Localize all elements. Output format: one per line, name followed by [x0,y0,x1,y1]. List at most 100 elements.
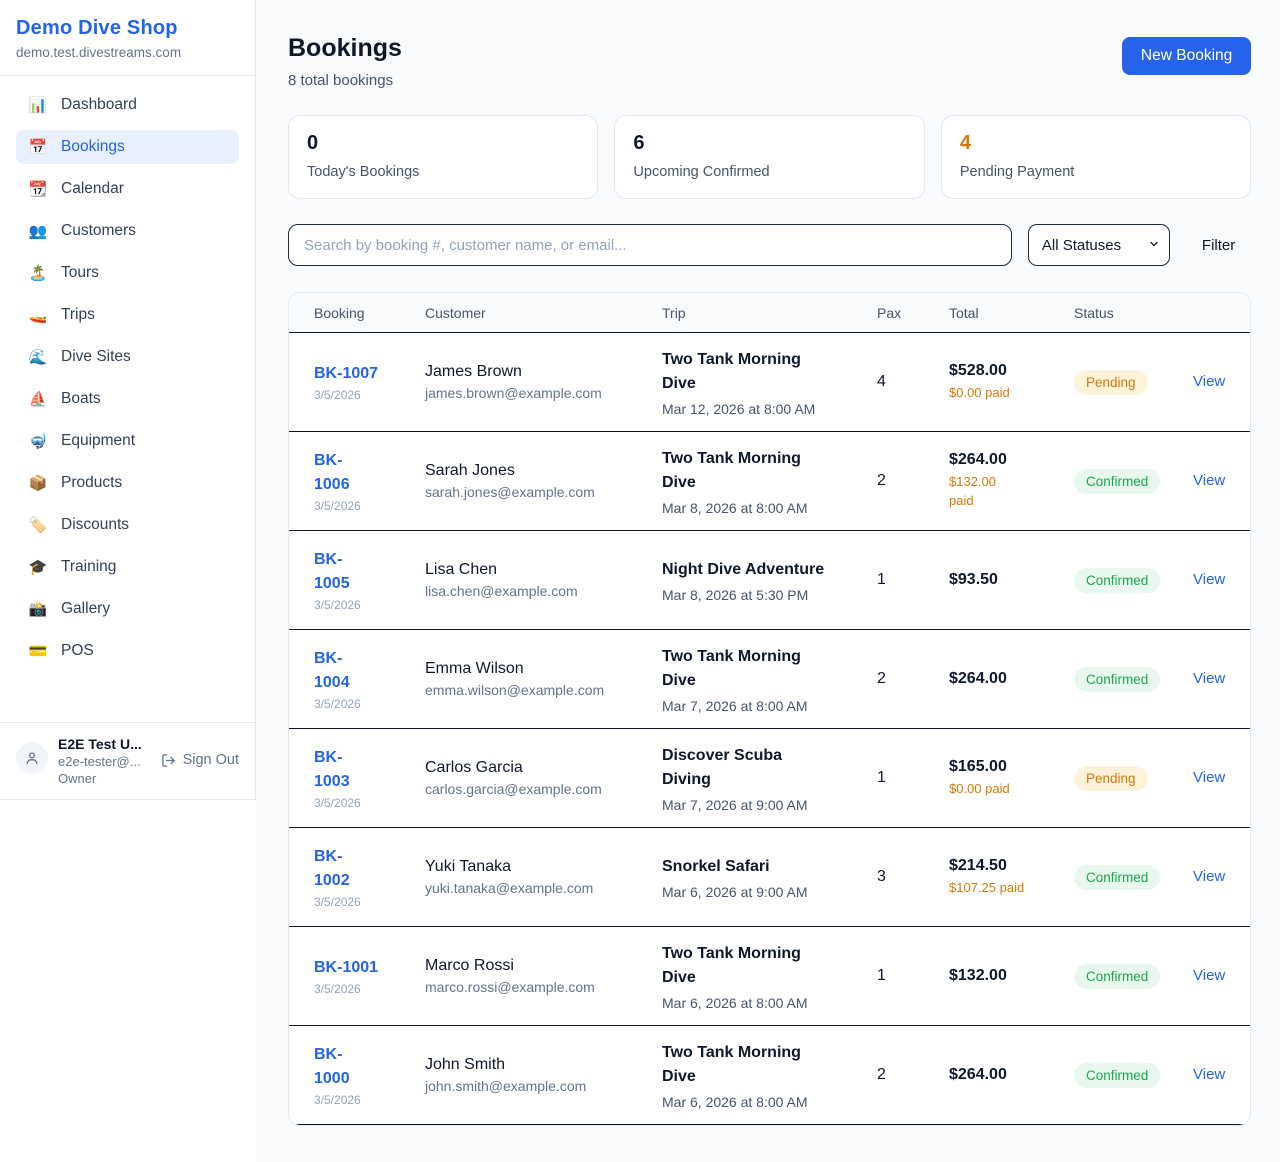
status-badge: Confirmed [1074,666,1161,692]
total-cell: $264.00 [949,670,1074,688]
total-cell: $132.00 [949,967,1074,985]
sidebar-item[interactable]: ⛵ Boats [16,382,239,416]
nav-icon: 🏝️ [28,264,48,282]
status-cell: Pending [1074,369,1193,395]
status-cell: Confirmed [1074,1062,1193,1088]
status-cell: Confirmed [1074,468,1193,494]
booking-date: 3/5/2026 [314,696,361,711]
actions-cell: View [1193,571,1225,589]
table-row: BK- 1005 3/5/2026 Lisa Chen lisa.chen@ex… [289,531,1251,630]
booking-id-link[interactable]: BK- 1006 [314,452,350,493]
status-cell: Confirmed [1074,567,1193,593]
sidebar-item[interactable]: 💳 POS [16,634,239,668]
sidebar-item[interactable]: 📅 Bookings [16,130,239,164]
customer-cell: John Smith john.smith@example.com [425,1056,662,1094]
total-amount: $528.00 [949,361,1007,379]
booking-id-link[interactable]: BK- 1002 [314,848,350,889]
booking-id-link[interactable]: BK- 1004 [314,650,350,691]
sidebar-item[interactable]: 📸 Gallery [16,592,239,626]
sidebar-item[interactable]: 🚤 Trips [16,298,239,332]
booking-date: 3/5/2026 [314,982,361,997]
trip-datetime: Mar 8, 2026 at 5:30 PM [662,586,809,603]
view-link[interactable]: View [1193,1066,1226,1083]
booking-id-link[interactable]: BK-1007 [314,364,379,382]
customer-name: James Brown [425,363,522,380]
total-cell: $214.50 $107.25 paid [949,857,1074,898]
search-input[interactable] [288,224,1012,266]
stat-cards: 0 Today's Bookings 6 Upcoming Confirmed … [288,115,1252,199]
customer-email: yuki.tanaka@example.com [425,880,594,896]
nav-icon: 🏷️ [28,516,48,534]
customer-name: Sarah Jones [425,462,515,479]
sidebar-item-label: POS [61,642,94,659]
view-link[interactable]: View [1193,670,1226,687]
status-badge: Confirmed [1074,1062,1161,1088]
nav-icon: 📸 [28,600,48,618]
booking-date: 3/5/2026 [314,388,361,403]
booking-cell: BK- 1005 3/5/2026 [314,548,425,611]
table-row: BK- 1002 3/5/2026 Yuki Tanaka yuki.tanak… [289,828,1251,927]
sidebar-item[interactable]: 🏝️ Tours [16,256,239,290]
trip-name: Two Tank Morning Dive [662,449,801,491]
nav-icon: 📅 [28,138,48,156]
sidebar-item[interactable]: 🤿 Equipment [16,424,239,458]
filter-button[interactable]: Filter [1201,236,1236,254]
trip-name: Two Tank Morning Dive [662,350,801,392]
table-header-row: Booking Customer Trip Pax Total Status [289,293,1251,333]
sidebar-item-label: Training [61,558,117,575]
customer-email: lisa.chen@example.com [425,583,578,599]
table-row: BK- 1004 3/5/2026 Emma Wilson emma.wilso… [289,630,1251,729]
sidebar-item[interactable]: 📆 Calendar [16,172,239,206]
trip-datetime: Mar 7, 2026 at 8:00 AM [662,697,808,714]
total-bookings-count: 8 total bookings [288,72,394,89]
total-cell: $264.00 [949,1066,1074,1084]
column-header-pax: Pax [877,304,902,321]
status-filter-select[interactable]: All Statuses [1027,224,1170,266]
total-amount: $264.00 [949,670,1007,687]
view-link[interactable]: View [1193,868,1226,885]
booking-id-link[interactable]: BK- 1003 [314,749,350,790]
status-cell: Pending [1074,765,1193,791]
nav-icon: ⛵ [28,390,48,408]
table-row: BK- 1000 3/5/2026 John Smith john.smith@… [289,1026,1251,1125]
sidebar-item-label: Dive Sites [61,348,131,365]
view-link[interactable]: View [1193,769,1226,786]
nav-icon: 🎓 [28,558,48,576]
pax-value: 1 [877,769,886,786]
trip-datetime: Mar 12, 2026 at 8:00 AM [662,400,816,417]
trip-datetime: Mar 6, 2026 at 8:00 AM [662,994,808,1011]
sidebar-item[interactable]: 📊 Dashboard [16,88,239,122]
table-row: BK-1001 3/5/2026 Marco Rossi marco.rossi… [289,927,1251,1026]
trip-cell: Two Tank Morning Dive Mar 7, 2026 at 8:0… [662,645,877,714]
column-header-total: Total [949,304,979,321]
sidebar-item[interactable]: 👥 Customers [16,214,239,248]
sidebar-item[interactable]: 🏷️ Discounts [16,508,239,542]
actions-cell: View [1193,670,1225,688]
total-amount: $264.00 [949,1066,1007,1083]
sidebar-item[interactable]: 📦 Products [16,466,239,500]
customer-email: john.smith@example.com [425,1078,587,1094]
booking-id-link[interactable]: BK-1001 [314,958,379,976]
pax-value: 3 [877,868,886,885]
stat-value: 6 [633,132,645,154]
total-cell: $93.50 [949,571,1074,589]
view-link[interactable]: View [1193,967,1226,984]
view-link[interactable]: View [1193,571,1226,588]
trip-name: Two Tank Morning Dive [662,1043,801,1085]
view-link[interactable]: View [1193,472,1226,489]
sidebar-item[interactable]: 🌊 Dive Sites [16,340,239,374]
booking-date: 3/5/2026 [314,1092,361,1107]
sidebar-item-label: Boats [61,390,101,407]
booking-cell: BK- 1004 3/5/2026 [314,647,425,710]
booking-id-link[interactable]: BK- 1000 [314,1046,350,1087]
sidebar-item[interactable]: 🎓 Training [16,550,239,584]
stat-card: 4 Pending Payment [940,115,1252,199]
pax-value: 2 [877,1066,886,1083]
sign-out-button[interactable]: Sign Out [161,752,239,768]
new-booking-button[interactable]: New Booking [1121,37,1252,75]
view-link[interactable]: View [1193,373,1226,390]
pax-value: 1 [877,571,886,588]
booking-id-link[interactable]: BK- 1005 [314,551,350,592]
trip-cell: Discover Scuba Diving Mar 7, 2026 at 9:0… [662,744,877,813]
booking-cell: BK- 1002 3/5/2026 [314,845,425,908]
